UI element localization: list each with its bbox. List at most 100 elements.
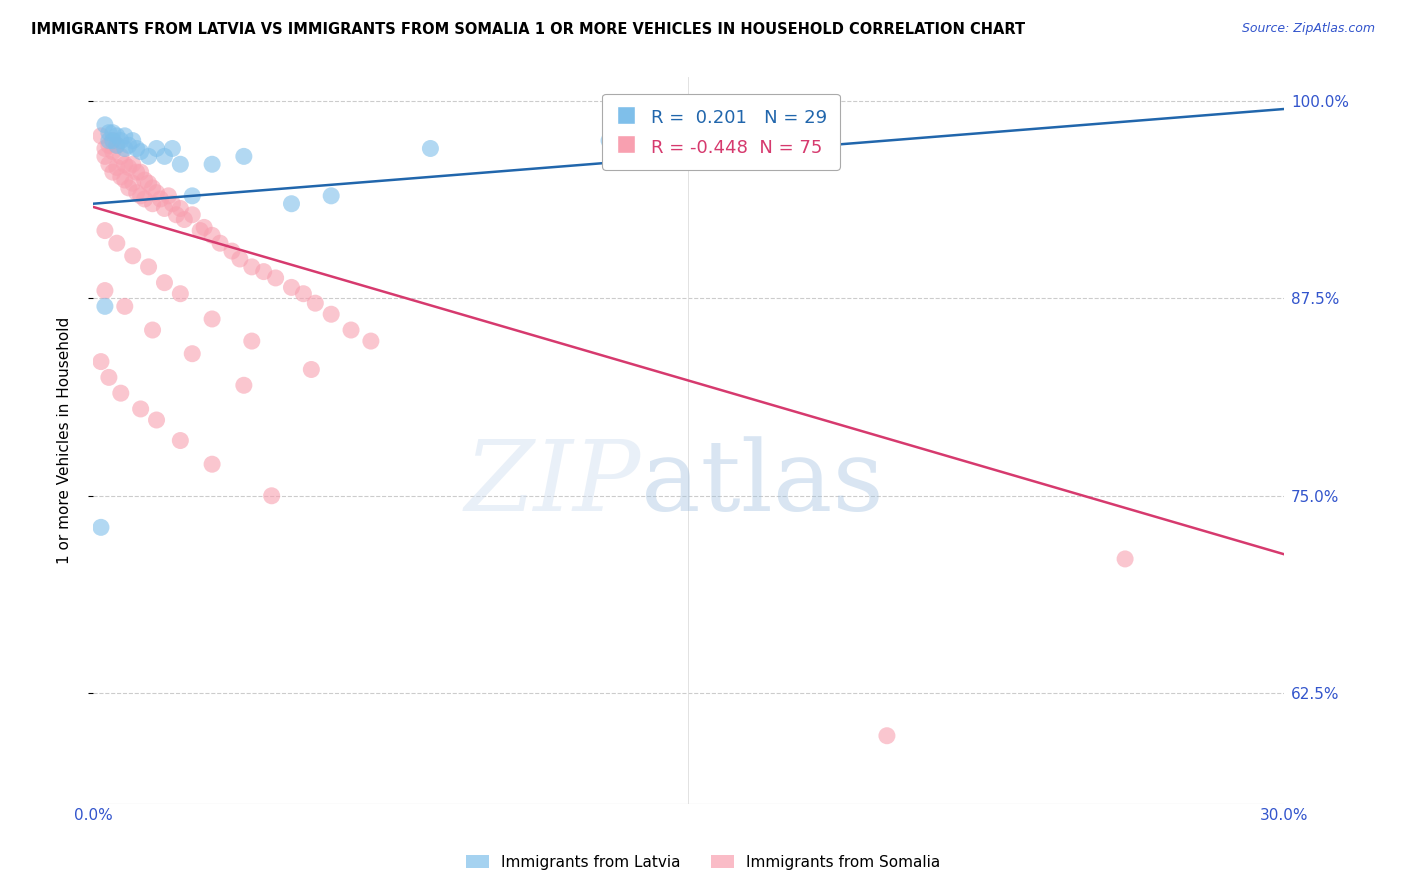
- Point: [110, 134, 132, 148]
- Point: [105, 161, 128, 175]
- Point: [240, 260, 263, 274]
- Point: [118, 138, 141, 153]
- Point: [114, 128, 136, 143]
- Point: [201, 228, 224, 243]
- Point: [114, 157, 136, 171]
- Point: [110, 386, 132, 401]
- Point: [90, 520, 112, 534]
- Point: [105, 138, 128, 153]
- Point: [94, 118, 117, 132]
- Point: [201, 457, 224, 471]
- Point: [153, 276, 176, 290]
- Point: [1114, 552, 1136, 566]
- Point: [90, 354, 112, 368]
- Point: [121, 134, 143, 148]
- Point: [221, 244, 243, 258]
- Text: ZIP: ZIP: [464, 436, 641, 532]
- Point: [181, 189, 204, 203]
- Point: [97, 126, 120, 140]
- Point: [114, 173, 136, 187]
- Text: Source: ZipAtlas.com: Source: ZipAtlas.com: [1241, 22, 1375, 36]
- Point: [134, 192, 156, 206]
- Legend: R =  0.201   N = 29, R = -0.448  N = 75: R = 0.201 N = 29, R = -0.448 N = 75: [602, 94, 839, 169]
- Point: [232, 149, 254, 163]
- Point: [142, 323, 165, 337]
- Point: [97, 370, 120, 384]
- Y-axis label: 1 or more Vehicles in Household: 1 or more Vehicles in Household: [58, 317, 72, 564]
- Point: [321, 307, 343, 321]
- Point: [260, 489, 283, 503]
- Point: [229, 252, 252, 266]
- Point: [360, 334, 382, 348]
- Point: [280, 280, 302, 294]
- Point: [118, 181, 141, 195]
- Point: [157, 189, 180, 203]
- Point: [97, 138, 120, 153]
- Point: [280, 196, 302, 211]
- Point: [105, 138, 128, 153]
- Point: [876, 729, 898, 743]
- Point: [90, 128, 112, 143]
- Point: [110, 169, 132, 184]
- Point: [145, 413, 167, 427]
- Point: [129, 401, 152, 416]
- Point: [598, 134, 620, 148]
- Legend: Immigrants from Latvia, Immigrants from Somalia: Immigrants from Latvia, Immigrants from …: [458, 847, 948, 877]
- Point: [114, 299, 136, 313]
- Point: [105, 128, 128, 143]
- Point: [232, 378, 254, 392]
- Point: [321, 189, 343, 203]
- Point: [253, 264, 276, 278]
- Point: [299, 362, 322, 376]
- Point: [169, 202, 191, 216]
- Point: [162, 141, 184, 155]
- Point: [340, 323, 363, 337]
- Point: [145, 186, 167, 200]
- Point: [142, 196, 165, 211]
- Point: [101, 145, 124, 159]
- Point: [149, 192, 172, 206]
- Point: [125, 141, 148, 155]
- Point: [118, 161, 141, 175]
- Point: [94, 223, 117, 237]
- Point: [145, 141, 167, 155]
- Point: [125, 186, 148, 200]
- Point: [129, 189, 152, 203]
- Text: IMMIGRANTS FROM LATVIA VS IMMIGRANTS FROM SOMALIA 1 OR MORE VEHICLES IN HOUSEHOL: IMMIGRANTS FROM LATVIA VS IMMIGRANTS FRO…: [31, 22, 1025, 37]
- Point: [169, 434, 191, 448]
- Point: [181, 347, 204, 361]
- Point: [121, 176, 143, 190]
- Point: [173, 212, 195, 227]
- Point: [169, 286, 191, 301]
- Point: [101, 134, 124, 148]
- Point: [188, 223, 211, 237]
- Point: [138, 149, 160, 163]
- Point: [153, 202, 176, 216]
- Point: [94, 299, 117, 313]
- Point: [101, 126, 124, 140]
- Point: [153, 149, 176, 163]
- Point: [94, 149, 117, 163]
- Point: [121, 249, 143, 263]
- Point: [419, 141, 441, 155]
- Point: [162, 196, 184, 211]
- Point: [94, 284, 117, 298]
- Point: [717, 134, 740, 148]
- Point: [208, 236, 231, 251]
- Point: [138, 260, 160, 274]
- Point: [129, 145, 152, 159]
- Point: [264, 271, 287, 285]
- Point: [201, 312, 224, 326]
- Point: [134, 173, 156, 187]
- Point: [169, 157, 191, 171]
- Point: [121, 157, 143, 171]
- Text: atlas: atlas: [641, 436, 883, 532]
- Point: [165, 208, 187, 222]
- Point: [193, 220, 215, 235]
- Point: [125, 165, 148, 179]
- Point: [114, 141, 136, 155]
- Point: [97, 157, 120, 171]
- Point: [201, 157, 224, 171]
- Point: [101, 165, 124, 179]
- Point: [138, 176, 160, 190]
